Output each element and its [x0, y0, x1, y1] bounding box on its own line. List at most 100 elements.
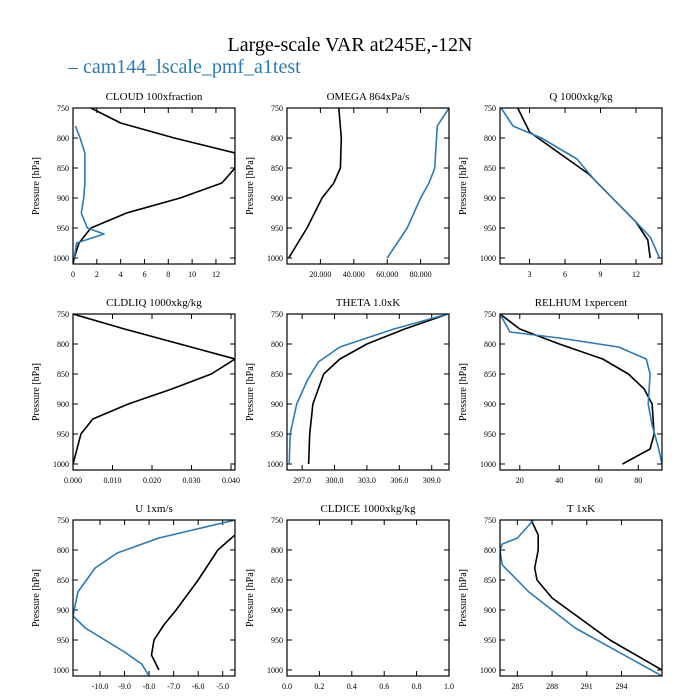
plot-frame — [286, 107, 450, 265]
y-tick-label: 900 — [484, 606, 496, 615]
x-tick-label: 9 — [599, 270, 603, 279]
y-tick-label: 850 — [57, 370, 69, 379]
y-tick-label: 800 — [484, 546, 496, 555]
legend-label: cam144_lscale_pmf_a1test — [83, 56, 301, 78]
x-tick-label: 309.0 — [423, 476, 441, 485]
y-tick-label: 1000 — [267, 460, 283, 469]
y-tick-label: 1000 — [53, 460, 69, 469]
y-tick-label: 800 — [57, 134, 69, 143]
chart-panel: U 1xm/s Pressure [hPa] 750 800 850 900 950 1000… — [31, 503, 236, 691]
chart-panel: T 1xK Pressure [hPa] 750 800 850 900 950 1000 28… — [458, 503, 663, 691]
x-tick-label: 20 — [516, 476, 524, 485]
x-tick-label: 0.4 — [347, 682, 357, 691]
y-axis-label: Pressure [hPa] — [458, 157, 469, 215]
y-tick-label: 750 — [484, 104, 496, 113]
x-tick-label: 80 — [634, 476, 642, 485]
y-tick-label: 750 — [484, 516, 496, 525]
y-tick-label: 950 — [271, 430, 283, 439]
x-tick-label: 0.0 — [282, 682, 292, 691]
y-tick-label: 800 — [271, 134, 283, 143]
chart-panel: CLOUD 100xfraction Pressure [hPa] 750 800 85… — [31, 91, 236, 279]
series-line-case — [500, 108, 661, 259]
y-tick-label: 900 — [271, 400, 283, 409]
y-tick-label: 750 — [57, 310, 69, 319]
series-line-case — [386, 108, 449, 259]
x-tick-label: 0.2 — [314, 682, 324, 691]
x-tick-label: 6 — [142, 270, 146, 279]
y-tick-label: 950 — [57, 430, 69, 439]
y-axis-label: Pressure [hPa] — [31, 569, 42, 627]
y-tick-label: 900 — [57, 400, 69, 409]
x-tick-label: -5.0 — [216, 682, 229, 691]
y-tick-label: 750 — [271, 104, 283, 113]
y-tick-label: 1000 — [267, 254, 283, 263]
chart-panel: CLDLIQ 1000xkg/kg Pressure [hPa] 750 800 850… — [31, 297, 240, 485]
y-tick-label: 900 — [484, 400, 496, 409]
y-tick-label: 800 — [57, 546, 69, 555]
y-tick-label: 800 — [484, 134, 496, 143]
series-line-reference — [73, 314, 235, 465]
x-tick-label: 300.0 — [326, 476, 344, 485]
x-tick-label: -6.0 — [192, 682, 205, 691]
y-tick-label: 750 — [484, 310, 496, 319]
x-tick-label: 294 — [616, 682, 628, 691]
x-tick-label: 60 — [595, 476, 603, 485]
y-tick-label: 1000 — [480, 460, 496, 469]
y-tick-label: 850 — [484, 576, 496, 585]
x-tick-label: 0.030 — [183, 476, 201, 485]
y-tick-label: 750 — [57, 516, 69, 525]
x-tick-label: 8 — [166, 270, 170, 279]
series-line-case — [500, 520, 662, 676]
y-tick-label: 950 — [57, 636, 69, 645]
x-tick-label: 297.0 — [293, 476, 311, 485]
plot-frame — [286, 519, 450, 677]
y-tick-label: 1000 — [53, 666, 69, 675]
y-tick-label: 750 — [57, 104, 69, 113]
x-tick-label: 4 — [119, 270, 123, 279]
plot-frame — [72, 313, 236, 471]
y-axis-label: Pressure [hPa] — [245, 569, 256, 627]
panel-title: CLDICE 1000xkg/kg — [320, 503, 416, 515]
x-tick-label: 10 — [188, 270, 196, 279]
series-line-reference — [530, 520, 662, 671]
series-line-case — [288, 314, 449, 465]
y-tick-label: 850 — [57, 164, 69, 173]
x-tick-label: 12 — [632, 270, 640, 279]
panel-title: Q 1000xkg/kg — [549, 91, 613, 103]
x-tick-label: 80.000 — [410, 270, 432, 279]
x-tick-label: 303.0 — [358, 476, 376, 485]
series-line-reference — [288, 108, 343, 259]
chart-panel: THETA 1.0xK Pressure [hPa] 750 800 850 900 950… — [245, 297, 450, 485]
chart-panel: OMEGA 864xPa/s Pressure [hPa] 750 800 850 900… — [245, 91, 450, 279]
y-axis-label: Pressure [hPa] — [31, 363, 42, 421]
x-tick-label: 2 — [95, 270, 99, 279]
chart-panel: RELHUM 1xpercent Pressure [hPa] 750 800 850 9… — [458, 297, 663, 485]
y-tick-label: 850 — [271, 370, 283, 379]
chart-panel: CLDICE 1000xkg/kg Pressure [hPa] 750 800 850… — [245, 503, 454, 691]
y-tick-label: 900 — [484, 194, 496, 203]
panel-title: OMEGA 864xPa/s — [327, 91, 410, 103]
series-line-reference — [500, 314, 655, 465]
x-tick-label: 20.000 — [309, 270, 331, 279]
panel-title: T 1xK — [567, 503, 595, 515]
y-tick-label: 950 — [484, 224, 496, 233]
x-tick-label: 40 — [555, 476, 563, 485]
series-line-reference — [307, 314, 449, 465]
x-tick-label: 40.000 — [343, 270, 365, 279]
x-tick-label: 0.040 — [222, 476, 240, 485]
plot-frame — [72, 519, 236, 677]
legend: – cam144_lscale_pmf_a1test — [68, 56, 301, 79]
x-tick-label: 1.0 — [444, 682, 454, 691]
y-tick-label: 850 — [57, 576, 69, 585]
panel-title: THETA 1.0xK — [336, 297, 401, 309]
page-title: Large-scale VAR at245E,-12N — [227, 34, 473, 56]
y-tick-label: 850 — [484, 370, 496, 379]
plot-frame — [499, 519, 663, 677]
y-tick-label: 950 — [271, 224, 283, 233]
y-tick-label: 850 — [484, 164, 496, 173]
series-line-reference — [150, 534, 235, 671]
x-tick-label: 0.000 — [64, 476, 82, 485]
x-tick-label: 0.6 — [379, 682, 389, 691]
plot-frame — [499, 313, 663, 471]
